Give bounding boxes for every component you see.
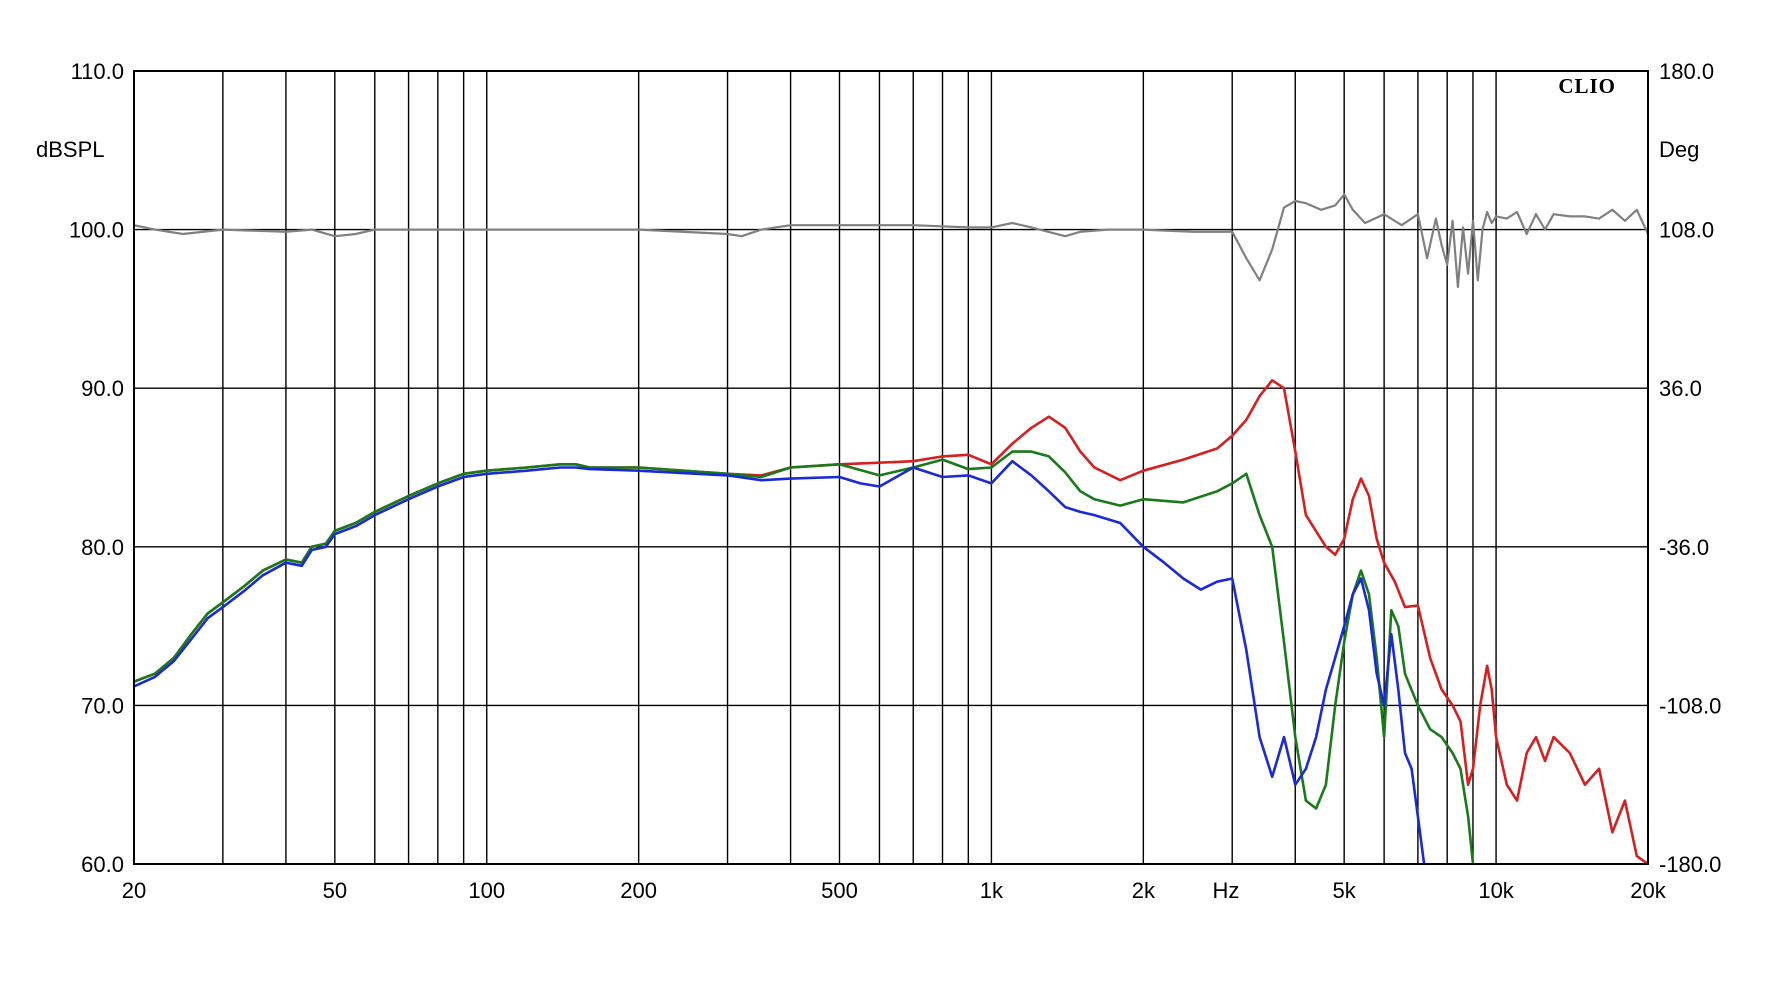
x-axis-title: Hz [1213,878,1240,903]
y-tick-label: 80.0 [81,535,124,560]
y2-tick-label: -180.0 [1659,852,1721,877]
y2-tick-label: -108.0 [1659,693,1721,718]
x-tick-label: 1k [980,878,1004,903]
x-tick-label: 50 [323,878,347,903]
response-curve-green [134,450,1475,864]
y2-tick-label: 36.0 [1659,376,1702,401]
y2-tick-label: -36.0 [1659,535,1709,560]
brand-logo: CLIO [1558,74,1616,98]
grid [133,70,1649,865]
y-tick-label: 70.0 [81,693,124,718]
x-tick-label: 100 [468,878,505,903]
x-tick-label: 20 [122,878,146,903]
y2-axis-title: Deg [1659,137,1699,162]
response-curve-red [134,378,1648,864]
y-tick-label: 100.0 [69,218,124,243]
x-tick-label: 2k [1132,878,1156,903]
y2-tick-label: 108.0 [1659,218,1714,243]
y-tick-label: 110.0 [71,59,124,84]
y-tick-label: 90.0 [81,376,124,401]
series-layer [134,193,1648,864]
x-tick-label: 20k [1630,878,1666,903]
response-curve-blue [134,459,1426,864]
x-tick-label: 200 [620,878,657,903]
y2-tick-label: 180.0 [1659,59,1714,84]
x-tick-label: 500 [821,878,858,903]
y-tick-label: 60.0 [81,852,124,877]
x-tick-label: 5k [1333,878,1357,903]
x-tick-label: 10k [1478,878,1514,903]
phase-curve [134,193,1648,288]
y-axis-title: dBSPL [36,137,105,162]
tick-labels: 20 50 100 200 500 1k 2k 5k 10k 20k 60.0 70.0 80.0 90.… [69,59,1721,903]
plot-frame [133,70,1649,865]
